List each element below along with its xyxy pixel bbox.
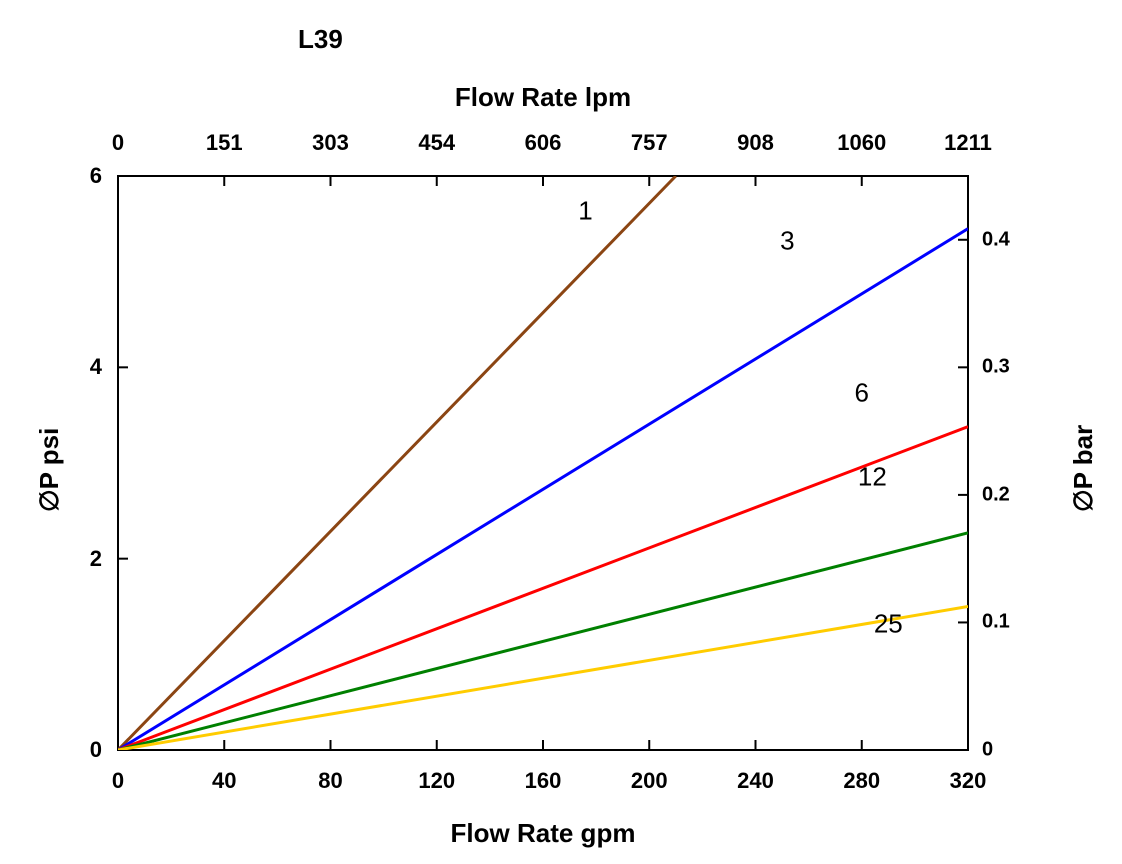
x-top-tick-label: 606: [525, 130, 562, 156]
y-right-tick-label: 0: [982, 739, 993, 762]
x-bottom-tick-label: 240: [737, 768, 774, 794]
y-right-axis-title: ∅P bar: [1068, 425, 1099, 512]
x-bottom-axis-title: Flow Rate gpm: [451, 818, 636, 849]
y-right-tick-label: 0.4: [982, 228, 1010, 251]
x-bottom-tick-label: 120: [418, 768, 455, 794]
x-bottom-tick-label: 320: [950, 768, 987, 794]
x-top-tick-label: 303: [312, 130, 349, 156]
x-bottom-tick-label: 280: [843, 768, 880, 794]
x-bottom-tick-label: 200: [631, 768, 668, 794]
chart-title: L39: [298, 24, 343, 55]
series-label-3: 3: [780, 226, 794, 257]
y-left-tick-label: 0: [90, 737, 102, 763]
x-top-tick-label: 151: [206, 130, 243, 156]
plot-border: [118, 176, 968, 750]
x-top-tick-label: 454: [418, 130, 455, 156]
x-top-tick-label: 1211: [944, 130, 992, 156]
y-right-tick-label: 0.1: [982, 611, 1010, 634]
x-top-tick-label: 908: [737, 130, 774, 156]
x-bottom-tick-label: 40: [212, 768, 236, 794]
chart-stage: L39 Flow Rate lpm Flow Rate gpm ∅P psi ∅…: [0, 0, 1122, 864]
x-top-tick-label: 1060: [837, 130, 886, 156]
x-bottom-tick-label: 0: [112, 768, 124, 794]
series-label-6: 6: [855, 378, 869, 409]
y-left-tick-label: 2: [90, 546, 102, 572]
y-left-tick-label: 6: [90, 163, 102, 189]
x-top-axis-title: Flow Rate lpm: [455, 82, 631, 113]
y-right-tick-label: 0.3: [982, 356, 1010, 379]
y-right-tick-label: 0.2: [982, 483, 1010, 506]
plot-area: [118, 176, 968, 750]
series-label-12: 12: [858, 462, 887, 493]
x-top-tick-label: 0: [112, 130, 124, 156]
y-left-tick-label: 4: [90, 354, 102, 380]
x-top-tick-label: 757: [631, 130, 668, 156]
x-bottom-tick-label: 80: [318, 768, 342, 794]
series-label-1: 1: [578, 196, 592, 227]
series-label-25: 25: [874, 608, 903, 639]
plot-svg: [118, 176, 968, 750]
x-bottom-tick-label: 160: [525, 768, 562, 794]
y-left-axis-title: ∅P psi: [34, 428, 65, 512]
